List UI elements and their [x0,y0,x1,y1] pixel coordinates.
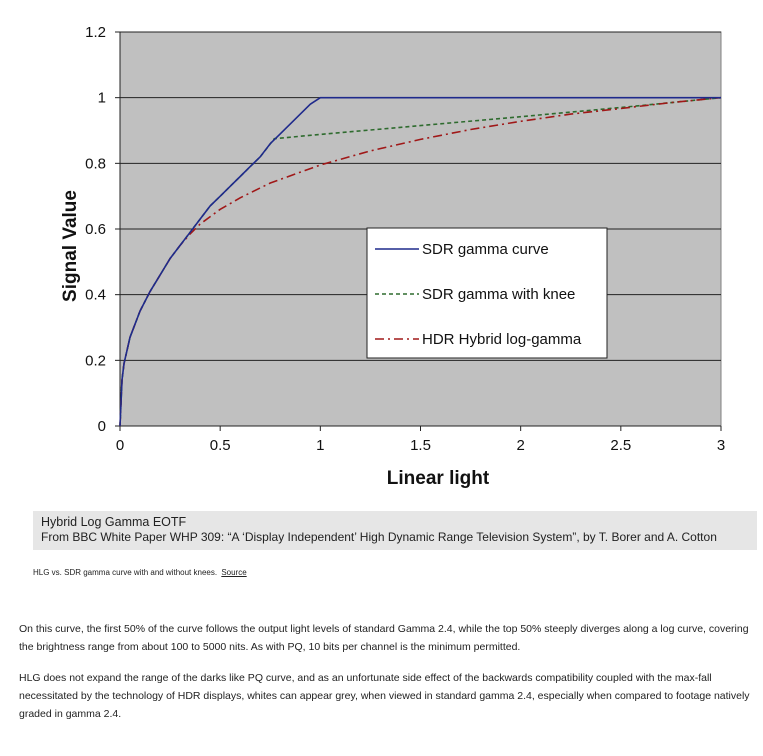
y-tick-label: 0.4 [85,287,106,304]
x-tick-label: 0 [116,437,124,454]
body-paragraph: HLG does not expand the range of the dar… [19,672,750,720]
x-tick-label: 1 [316,437,324,454]
y-tick-label: 0.2 [85,352,106,369]
series-line-0 [119,96,721,427]
x-tick-label: 1.5 [410,437,431,454]
x-tick-label: 0.5 [210,437,231,454]
y-tick-label: 0 [98,418,106,435]
y-tick-label: 1 [98,90,106,107]
y-tick-label: 1.2 [85,24,106,41]
x-tick-label: 2 [516,437,524,454]
y-tick-label: 0.6 [85,221,106,238]
figure-note-text: HLG vs. SDR gamma curve with and without… [33,568,218,577]
body-paragraph: On this curve, the first 50% of the curv… [19,623,749,653]
line-chart: 0 0.2 0.4 0.6 0.8 1 1.2 0 0.5 1 1.5 2 2.5 3 Linear lig… [60,24,725,489]
x-axis-title: Linear light [387,468,490,489]
caption-title: Hybrid Log Gamma EOTF [41,515,187,529]
legend-label: SDR gamma curve [422,241,549,258]
chart-area: 0 0.2 0.4 0.6 0.8 1 1.2 0 0.5 1 1.5 2 2.5 3 Linear lig… [60,24,725,489]
figure-note: HLG vs. SDR gamma curve with and without… [33,568,247,577]
y-axis-title: Signal Value [60,190,81,302]
figure-caption-box: Hybrid Log Gamma EOTF From BBC White Pap… [33,511,757,550]
legend-label: HDR Hybrid log-gamma [422,331,582,348]
caption-subtitle: From BBC White Paper WHP 309: “A ‘Displa… [41,530,717,544]
source-link[interactable]: Source [221,568,247,577]
legend-label: SDR gamma with knee [422,286,575,303]
x-tick-label: 2.5 [610,437,631,454]
x-tick-label: 3 [717,437,725,454]
y-tick-label: 0.8 [85,155,106,172]
